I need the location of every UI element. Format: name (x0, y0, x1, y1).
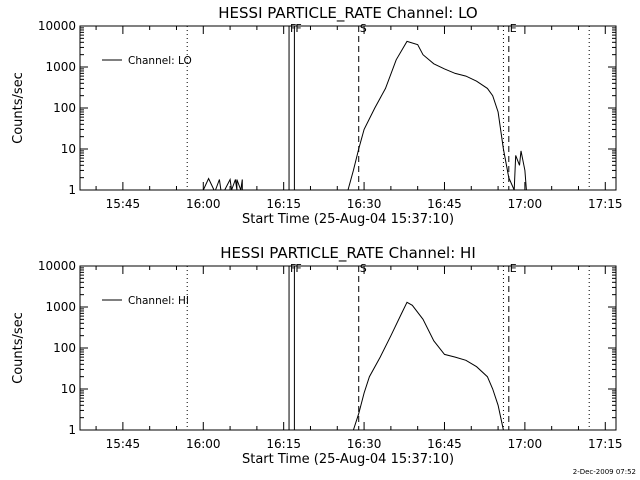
plot-frame (79, 25, 617, 191)
y-tick-label: 10 (61, 382, 76, 396)
x-tick-label: 16:00 (186, 197, 221, 211)
y-tick-label: 100 (53, 341, 76, 355)
marker-label: F (295, 262, 301, 275)
x-tick-label: 17:15 (588, 437, 623, 451)
marker-label: E (510, 22, 517, 35)
x-tick-label: 15:45 (106, 437, 141, 451)
marker-label: F (290, 262, 296, 275)
marker-label: F (295, 22, 301, 35)
chart-title: HESSI PARTICLE_RATE Channel: HI (220, 244, 476, 263)
legend-entry: Channel: HI (128, 295, 189, 307)
x-tick-label: 15:45 (106, 197, 141, 211)
timestamp: 2-Dec-2009 07:52 (573, 468, 636, 476)
series-line (202, 40, 531, 191)
x-tick-label: 16:15 (266, 197, 301, 211)
x-tick-label: 16:00 (186, 437, 221, 451)
plot-frame (79, 265, 617, 431)
x-tick-label: 16:30 (347, 197, 382, 211)
y-tick-label: 1 (68, 423, 76, 437)
x-axis-label: Start Time (25-Aug-04 15:37:10) (242, 212, 454, 227)
series-line (352, 301, 504, 431)
y-axis-label: Counts/sec (11, 72, 26, 144)
y-tick-label: 1 (68, 183, 76, 197)
y-tick-label: 10 (61, 142, 76, 156)
marker-label: E (510, 262, 517, 275)
y-tick-label: 10000 (38, 259, 76, 273)
x-tick-label: 17:15 (588, 197, 623, 211)
marker-label: F (290, 22, 296, 35)
chart-panel-1: HESSI PARTICLE_RATE Channel: LO 1 10 100 100… (11, 4, 623, 227)
y-tick-label: 1000 (45, 300, 76, 314)
x-tick-label: 16:45 (427, 197, 462, 211)
y-axis-label: Counts/sec (11, 312, 26, 384)
x-tick-label: 16:30 (347, 437, 382, 451)
y-tick-label: 100 (53, 101, 76, 115)
x-tick-label: 17:00 (508, 197, 543, 211)
x-tick-label: 16:15 (266, 437, 301, 451)
x-axis-label: Start Time (25-Aug-04 15:37:10) (242, 452, 454, 467)
legend-entry: Channel: LO (128, 55, 192, 67)
marker-label: S (360, 22, 367, 35)
x-tick-label: 17:00 (508, 437, 543, 451)
y-tick-label: 10000 (38, 19, 76, 33)
y-tick-label: 1000 (45, 60, 76, 74)
chart-title: HESSI PARTICLE_RATE Channel: LO (218, 4, 477, 23)
x-tick-label: 16:45 (427, 437, 462, 451)
marker-label: S (360, 262, 367, 275)
chart-panel-2: HESSI PARTICLE_RATE Channel: HI 1 10 100 100… (11, 244, 623, 467)
